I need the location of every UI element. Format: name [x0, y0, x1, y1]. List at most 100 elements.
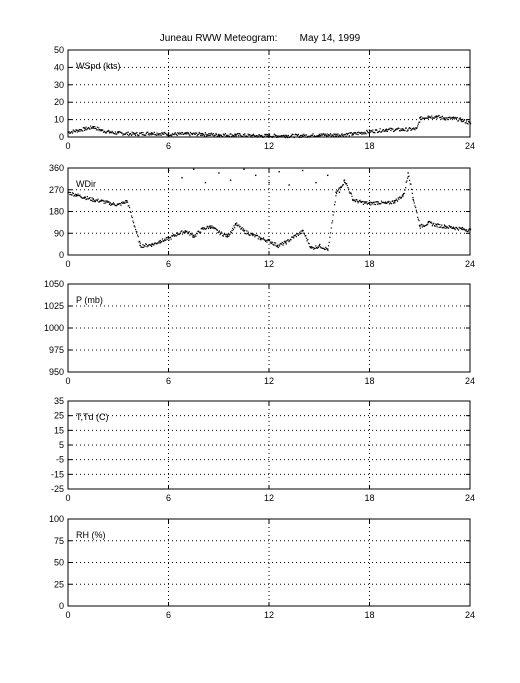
- data-point: [450, 226, 452, 228]
- y-tick-label: 0: [59, 250, 64, 260]
- data-point: [235, 135, 237, 137]
- data-point: [452, 116, 454, 118]
- data-point: [434, 225, 436, 227]
- data-point: [269, 135, 271, 138]
- data-point: [115, 205, 117, 207]
- data-point: [137, 134, 139, 136]
- data-point: [376, 131, 379, 134]
- data-point: [338, 134, 340, 136]
- data-point: [411, 188, 413, 190]
- data-point: [379, 203, 381, 205]
- data-point: [147, 134, 149, 136]
- data-point: [102, 199, 104, 201]
- data-point: [338, 188, 340, 190]
- data-point: [70, 131, 72, 133]
- data-point: [412, 198, 414, 201]
- data-point: [414, 129, 416, 131]
- data-point: [312, 246, 314, 249]
- data-point: [469, 228, 471, 230]
- data-point: [268, 134, 270, 137]
- data-point: [271, 136, 273, 139]
- data-point: [171, 235, 174, 237]
- data-point: [423, 117, 425, 119]
- data-point: [218, 135, 220, 137]
- data-point: [241, 135, 243, 137]
- data-point: [445, 225, 447, 227]
- data-point: [462, 120, 464, 122]
- data-point: [252, 233, 255, 235]
- data-point: [325, 134, 327, 136]
- x-tick-label: 0: [65, 141, 70, 151]
- data-point: [78, 194, 80, 197]
- data-point: [395, 128, 397, 130]
- data-point: [407, 129, 409, 131]
- data-point: [359, 132, 361, 134]
- data-point: [295, 236, 297, 238]
- data-point: [232, 227, 234, 229]
- data-point: [331, 220, 334, 222]
- data-point: [378, 203, 380, 205]
- data-point: [356, 131, 358, 134]
- data-point: [228, 136, 230, 138]
- data-point: [111, 203, 113, 205]
- data-point: [353, 132, 355, 134]
- data-point: [398, 127, 400, 130]
- data-point: [97, 198, 99, 200]
- data-point: [447, 227, 450, 229]
- data-point: [422, 117, 424, 119]
- data-point: [98, 129, 101, 131]
- data-point: [252, 133, 255, 135]
- data-point: [72, 192, 74, 194]
- data-point: [116, 203, 119, 205]
- data-point: [465, 122, 467, 124]
- data-point: [272, 135, 274, 137]
- data-point: [94, 127, 96, 129]
- data-point: [354, 131, 356, 134]
- data-point: [455, 226, 458, 229]
- data-point: [437, 115, 440, 117]
- data-point: [94, 199, 96, 202]
- data-point: [238, 226, 241, 228]
- data-point: [70, 194, 72, 196]
- data-point: [114, 204, 117, 207]
- data-point: [436, 117, 438, 119]
- data-point: [84, 197, 86, 199]
- data-point: [297, 135, 299, 137]
- data-point: [461, 228, 463, 231]
- x-tick-label: 18: [364, 376, 374, 386]
- data-point: [145, 243, 147, 245]
- x-tick-label: 12: [264, 610, 274, 620]
- data-point: [331, 222, 333, 224]
- data-point: [80, 196, 82, 198]
- data-point: [144, 245, 146, 247]
- data-point: [278, 244, 280, 246]
- data-point: [169, 236, 172, 238]
- y-tick-label: 15: [54, 425, 64, 435]
- data-point: [75, 129, 78, 131]
- data-point: [179, 233, 181, 235]
- data-point: [108, 132, 111, 134]
- data-point: [270, 241, 272, 243]
- data-point: [444, 225, 446, 227]
- data-point: [96, 129, 98, 131]
- data-point: [268, 239, 270, 242]
- data-point: [212, 226, 214, 228]
- data-point: [332, 214, 334, 216]
- data-point: [297, 232, 299, 235]
- data-point: [354, 201, 356, 203]
- data-point: [226, 236, 228, 238]
- data-point: [435, 224, 438, 226]
- data-point: [81, 130, 83, 132]
- data-point: [132, 222, 135, 224]
- data-point: [175, 133, 178, 135]
- data-point: [225, 135, 227, 137]
- data-point: [451, 227, 454, 229]
- data-point: [429, 116, 431, 118]
- data-point: [466, 230, 468, 233]
- data-point: [83, 126, 85, 129]
- x-tick-label: 0: [65, 493, 70, 503]
- data-point: [110, 204, 112, 206]
- data-point: [465, 229, 468, 231]
- data-point: [181, 131, 183, 134]
- data-point: [371, 131, 373, 133]
